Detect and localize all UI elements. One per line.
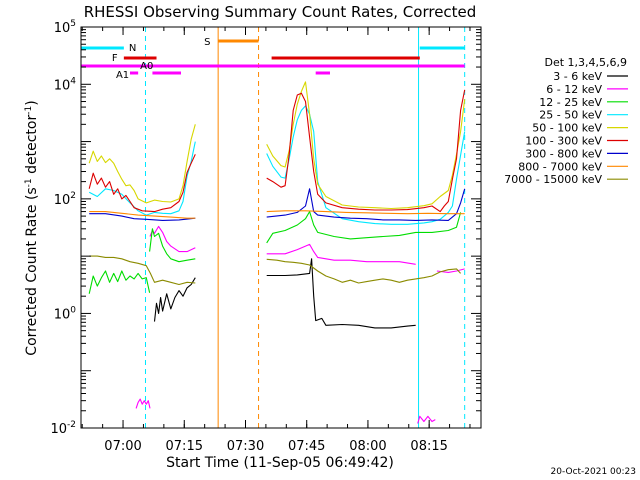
state-bar-label: F <box>112 53 118 64</box>
series-line-8 <box>89 211 196 219</box>
legend-label: 800 - 7000 keV <box>518 160 602 173</box>
series-line-3 <box>149 228 196 263</box>
series-line-6 <box>266 89 466 213</box>
state-bar-f <box>271 56 420 60</box>
series-line-8 <box>266 210 465 215</box>
series-line-4 <box>266 105 466 225</box>
state-bar-a1 <box>129 71 139 75</box>
y-tick-label: 100 <box>54 305 77 322</box>
legend-label: 7000 - 15000 keV <box>504 173 602 186</box>
plot-area <box>80 27 466 428</box>
plot-frame <box>80 26 482 429</box>
series-line-9 <box>266 258 462 284</box>
series-line-1 <box>153 277 196 322</box>
legend-label: 3 - 6 keV <box>553 70 602 83</box>
state-bar-label: A0 <box>140 61 153 72</box>
x-tick-label: 07:15 <box>166 439 203 454</box>
state-bar-label: S <box>204 37 210 48</box>
x-tick-label: 08:15 <box>410 439 447 454</box>
series-line-2 <box>417 415 436 424</box>
legend-title: Det 1,3,4,5,6,9 <box>544 56 627 69</box>
state-bars: NF S A0 A1 <box>81 37 465 81</box>
series-line-6 <box>88 154 196 213</box>
state-bar-label: A1 <box>116 70 129 81</box>
state-bar-label: N <box>129 43 136 54</box>
legend-label: 6 - 12 keV <box>546 83 602 96</box>
series-line-9 <box>89 255 196 286</box>
series-line-4 <box>88 141 196 216</box>
x-tick-label: 07:30 <box>227 439 264 454</box>
series-line-7 <box>266 188 466 221</box>
state-bar-s <box>218 39 259 43</box>
series-line-2 <box>135 398 151 409</box>
series-group <box>88 81 466 424</box>
state-bar-n <box>419 46 465 50</box>
state-bar-a1 <box>152 71 181 75</box>
state-bar-a0 <box>81 64 465 68</box>
series-line-3 <box>266 211 462 244</box>
y-axis-label: Corrected Count Rate (s-1 detector-1) <box>24 100 40 355</box>
y-tick-label: 102 <box>54 191 76 208</box>
legend-label: 50 - 100 keV <box>532 122 602 135</box>
state-bar-n <box>81 46 124 50</box>
x-axis: 07:00 07:15 07:30 07:45 08:00 08:15 <box>81 27 471 454</box>
y-axis: 10-2 100 102 104 105 <box>50 19 481 437</box>
y-tick-label: 105 <box>54 19 76 36</box>
state-bar-a1 <box>315 71 330 75</box>
x-tick-label: 07:45 <box>288 439 325 454</box>
series-line-5 <box>88 124 196 204</box>
legend-label: 300 - 800 keV <box>525 147 602 160</box>
x-tick-label: 07:00 <box>104 439 141 454</box>
series-line-2 <box>149 225 196 253</box>
x-tick-label: 08:00 <box>349 439 386 454</box>
legend-label: 25 - 50 keV <box>539 109 602 122</box>
legend-label: 100 - 300 keV <box>525 135 602 148</box>
series-line-3 <box>88 270 151 294</box>
chart-title: RHESSI Observing Summary Count Rates, Co… <box>84 3 477 21</box>
state-bar-f <box>123 56 157 60</box>
series-line-2 <box>266 243 416 265</box>
footer-timestamp: 20-Oct-2021 00:23 <box>551 467 636 477</box>
y-tick-label: 104 <box>54 76 77 93</box>
y-tick-label: 10-2 <box>50 420 76 437</box>
x-axis-label: Start Time (11-Sep-05 06:49:42) <box>166 455 394 471</box>
series-line-7 <box>89 213 196 221</box>
series-line-1 <box>266 258 416 329</box>
legend-label: 12 - 25 keV <box>539 96 602 109</box>
series-line-5 <box>266 81 466 210</box>
